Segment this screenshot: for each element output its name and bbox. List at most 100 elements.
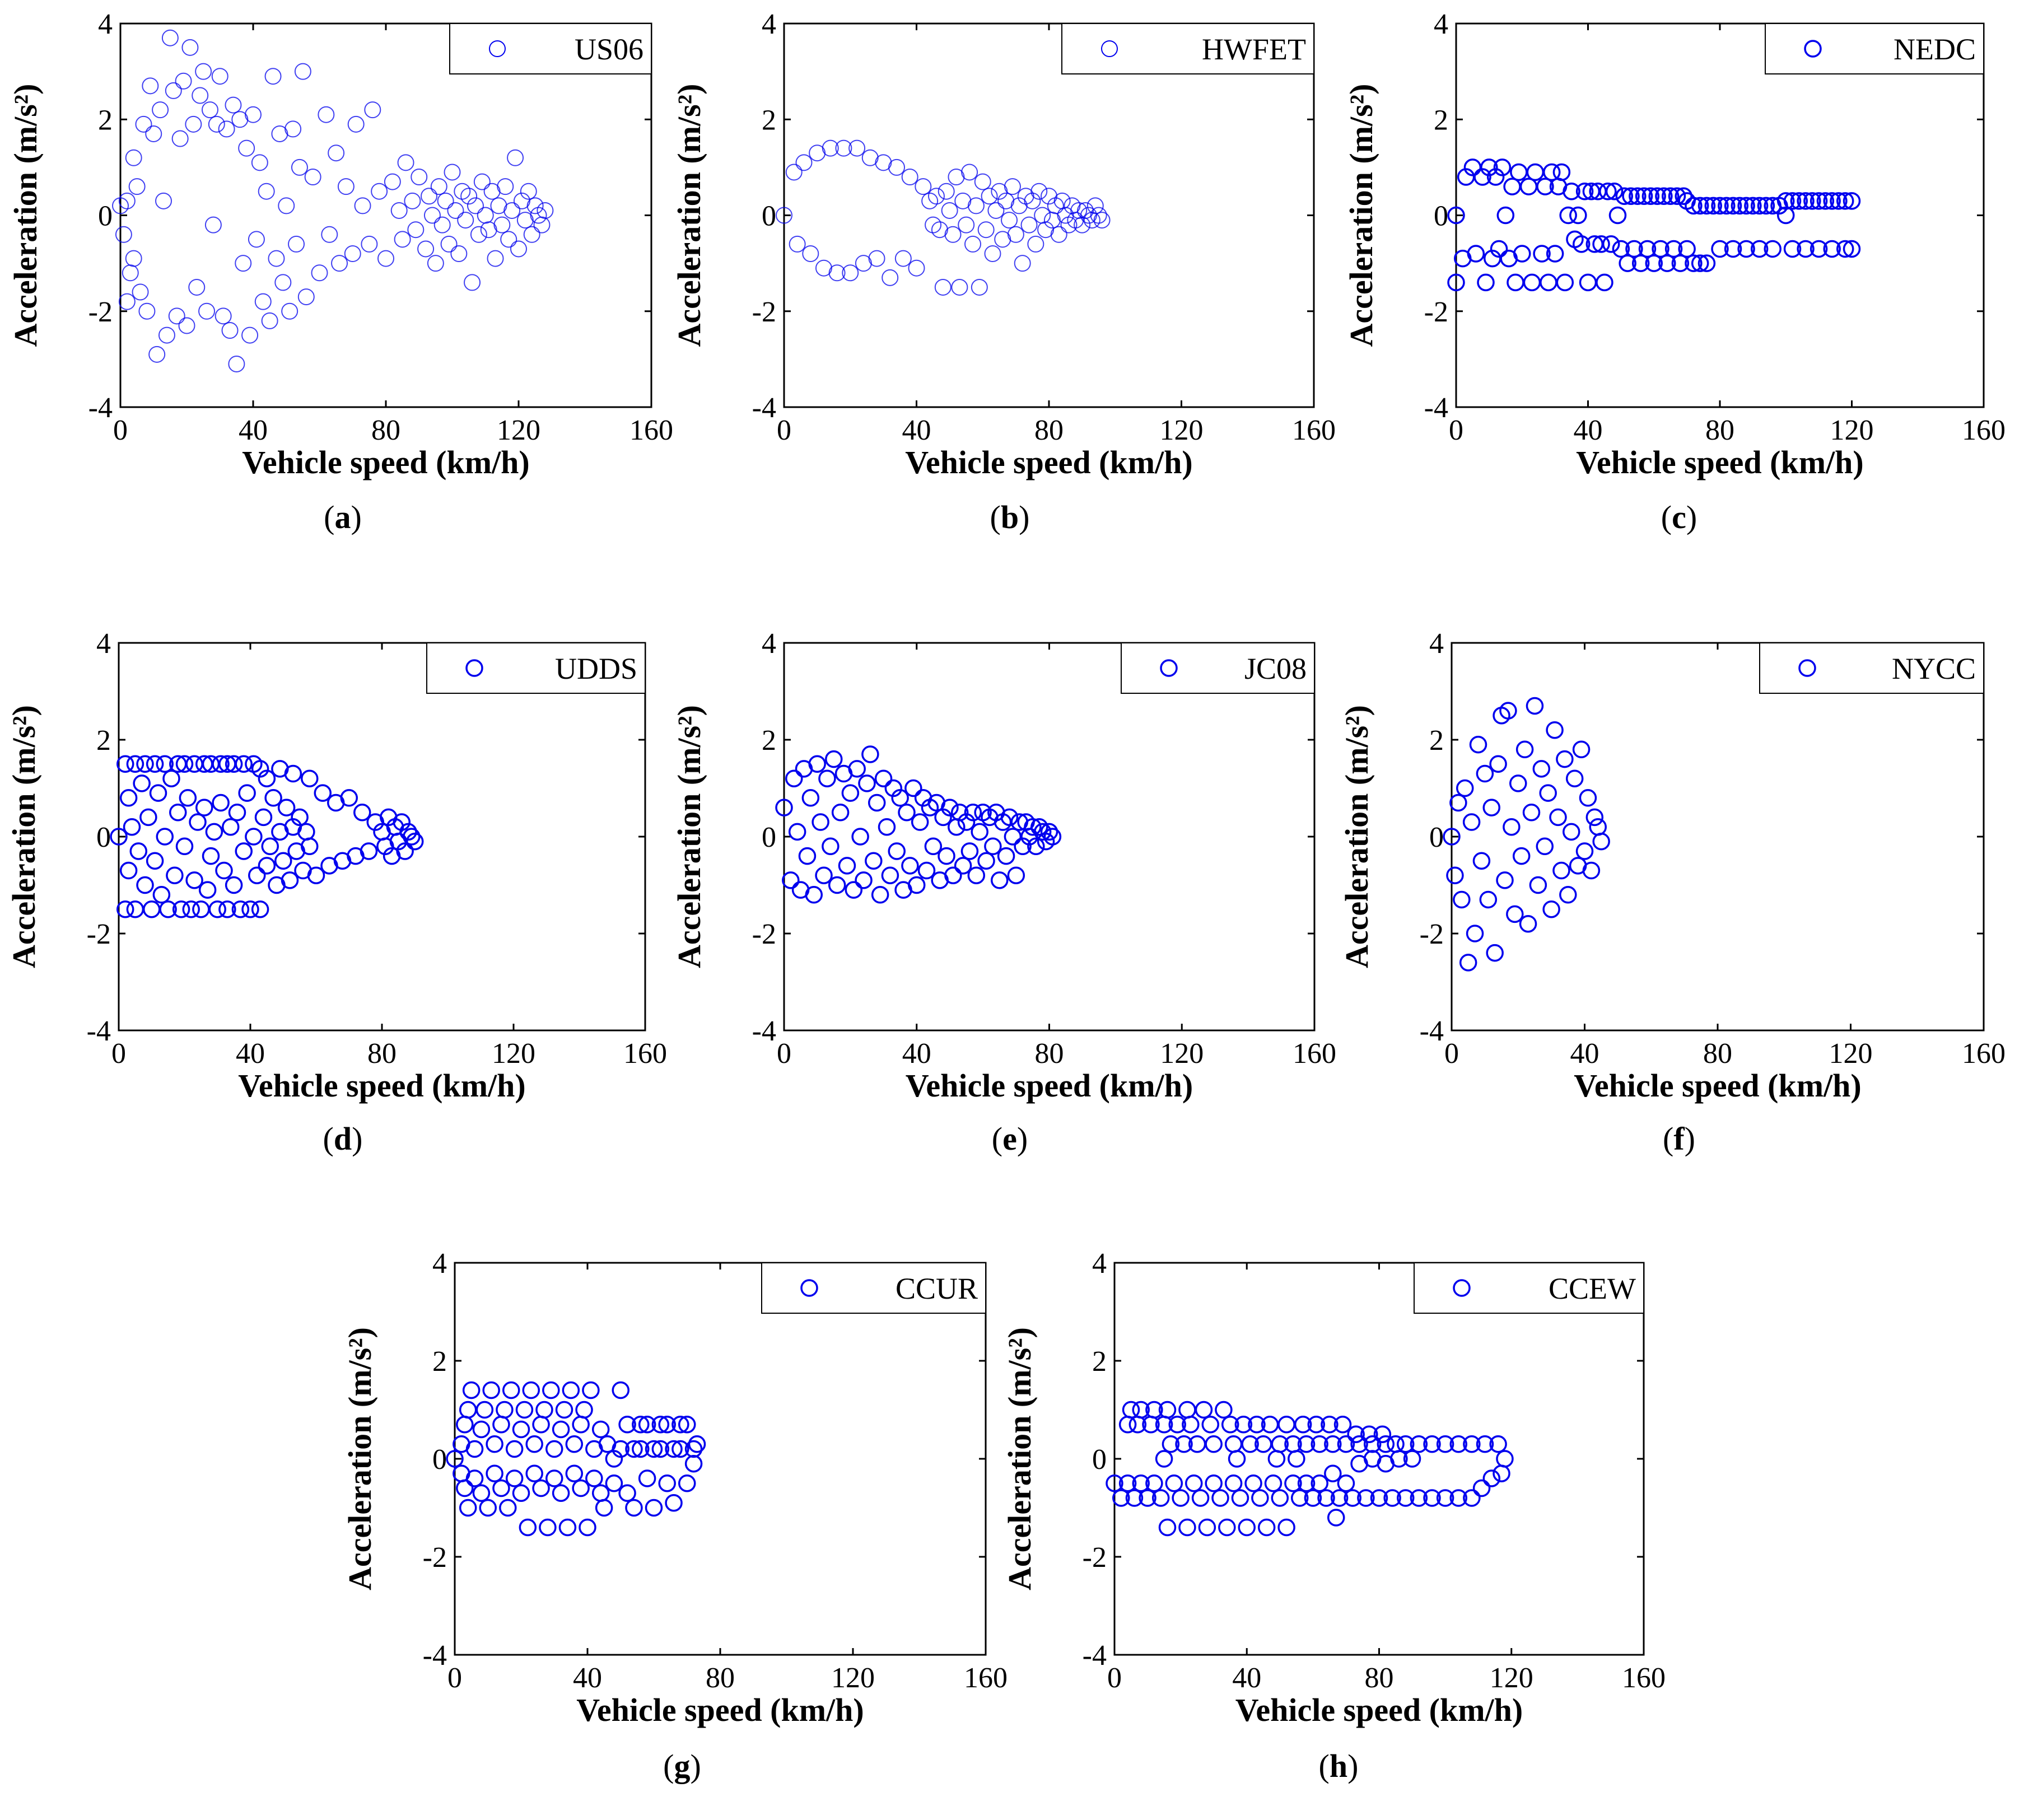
- data-point: [948, 169, 965, 185]
- data-point: [119, 789, 138, 807]
- data-point: [997, 192, 1015, 209]
- data-point: [1080, 207, 1097, 224]
- data-point: [671, 1440, 689, 1458]
- data-point: [1469, 735, 1487, 754]
- data-point: [417, 240, 435, 258]
- legend-label: CCUR: [896, 1272, 978, 1305]
- data-point: [1556, 273, 1574, 292]
- data-point: [1000, 808, 1019, 827]
- y-tick-label: 0: [1429, 822, 1444, 853]
- data-point: [264, 789, 282, 807]
- data-point: [361, 235, 378, 253]
- data-point: [1704, 197, 1722, 215]
- data-point: [845, 881, 863, 899]
- data-point: [1655, 187, 1673, 205]
- scatter-series: [775, 745, 1062, 904]
- data-point: [1493, 158, 1512, 176]
- data-point: [354, 197, 371, 214]
- data-point: [156, 828, 174, 846]
- data-point: [868, 794, 886, 812]
- data-point: [146, 755, 164, 773]
- data-point: [1017, 188, 1034, 205]
- data-point: [1228, 1450, 1246, 1468]
- data-point: [178, 317, 195, 334]
- data-point: [1297, 1435, 1316, 1453]
- data-point: [1132, 1401, 1150, 1419]
- data-point: [1377, 1435, 1395, 1453]
- data-point: [404, 192, 421, 209]
- y-axis-title: Acceleration (m/s²): [1001, 1327, 1038, 1590]
- data-point: [1496, 1450, 1514, 1468]
- legend-marker-icon: [1160, 659, 1178, 677]
- data-point: [961, 164, 978, 181]
- data-point: [990, 871, 1009, 889]
- data-point: [1744, 197, 1762, 215]
- data-point: [136, 755, 154, 773]
- data-point: [638, 1469, 656, 1487]
- data-point: [407, 221, 425, 239]
- data-point: [1330, 1489, 1349, 1507]
- x-tick-label: 160: [1962, 1038, 2006, 1070]
- data-point: [938, 847, 955, 865]
- data-point: [1463, 1435, 1481, 1453]
- data-point: [1122, 1401, 1140, 1419]
- data-point: [555, 1401, 573, 1419]
- data-point: [1622, 187, 1640, 205]
- data-point: [1482, 799, 1500, 816]
- data-point: [1453, 890, 1471, 909]
- data-point: [1830, 192, 1848, 210]
- data-point: [1231, 1489, 1249, 1507]
- data-point: [818, 769, 836, 787]
- data-point: [1777, 192, 1795, 210]
- data-point: [1697, 254, 1716, 272]
- x-tick-label: 120: [492, 1038, 535, 1070]
- x-axis-title: Vehicle speed (km/h): [906, 1067, 1193, 1104]
- legend-marker-icon: [800, 1279, 818, 1297]
- data-point: [447, 202, 464, 219]
- data-point: [1836, 192, 1854, 210]
- data-point: [377, 250, 394, 267]
- data-point: [344, 245, 361, 262]
- data-point: [530, 207, 547, 224]
- data-point: [1168, 1416, 1186, 1434]
- x-tick-label: 80: [1705, 414, 1734, 446]
- data-point: [1797, 240, 1815, 258]
- y-tick-label: 2: [762, 104, 776, 136]
- legend-marker-icon: [1798, 659, 1816, 677]
- y-tick-label: -2: [1420, 918, 1444, 950]
- data-point: [954, 192, 972, 209]
- data-point: [1251, 1489, 1269, 1507]
- y-tick-label: 2: [98, 104, 113, 136]
- data-point: [1201, 1416, 1220, 1434]
- y-tick-label: 0: [1092, 1444, 1107, 1476]
- data-point: [1050, 226, 1067, 243]
- data-point: [785, 164, 803, 181]
- data-point: [924, 837, 943, 856]
- data-point: [1629, 187, 1647, 205]
- data-point: [1467, 245, 1485, 263]
- legend: US06: [449, 23, 652, 74]
- data-point: [503, 202, 521, 219]
- data-point: [967, 866, 986, 884]
- data-point: [479, 1499, 497, 1517]
- data-point: [520, 183, 537, 200]
- data-point: [1658, 254, 1676, 272]
- data-point: [1350, 1435, 1368, 1453]
- data-point: [384, 173, 401, 190]
- data-point: [1608, 206, 1627, 225]
- data-point: [1041, 188, 1057, 205]
- y-tick-label: -4: [1424, 392, 1448, 424]
- y-axis-title: Acceleration (m/s²): [342, 1327, 378, 1590]
- data-point: [901, 169, 918, 185]
- y-tick-label: -2: [88, 296, 113, 328]
- data-point: [1060, 216, 1078, 234]
- data-point: [941, 799, 959, 816]
- data-point: [671, 1416, 689, 1434]
- data-point: [1139, 1489, 1156, 1507]
- x-tick-label: 80: [371, 414, 400, 446]
- data-point: [828, 264, 846, 282]
- data-point: [1529, 876, 1547, 894]
- data-point: [1542, 163, 1561, 181]
- data-point: [1215, 1401, 1233, 1419]
